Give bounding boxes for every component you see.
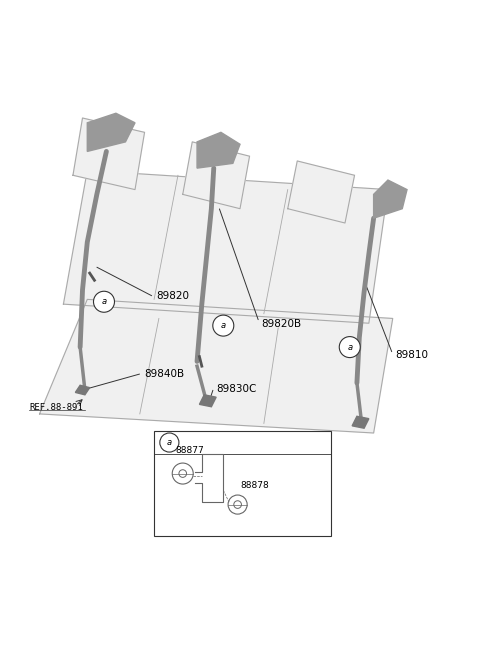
Polygon shape xyxy=(87,113,135,152)
Polygon shape xyxy=(199,395,216,407)
Circle shape xyxy=(339,337,360,358)
Polygon shape xyxy=(352,417,369,428)
Polygon shape xyxy=(373,180,407,218)
Text: 88878: 88878 xyxy=(240,481,269,490)
Polygon shape xyxy=(197,133,240,168)
Text: 89830C: 89830C xyxy=(216,384,256,394)
Circle shape xyxy=(213,315,234,336)
Polygon shape xyxy=(183,142,250,209)
Circle shape xyxy=(94,291,115,312)
Polygon shape xyxy=(75,385,90,395)
Circle shape xyxy=(160,433,179,452)
Text: a: a xyxy=(221,321,226,330)
Text: 88877: 88877 xyxy=(176,446,204,455)
Polygon shape xyxy=(73,118,144,190)
Text: 89810: 89810 xyxy=(395,350,428,360)
Text: a: a xyxy=(101,297,107,306)
Text: a: a xyxy=(347,342,352,352)
Text: 89840B: 89840B xyxy=(144,369,185,379)
Text: 89820: 89820 xyxy=(156,291,190,300)
FancyBboxPatch shape xyxy=(154,430,331,535)
Text: a: a xyxy=(167,438,172,447)
Text: REF.88-891: REF.88-891 xyxy=(29,403,83,412)
Polygon shape xyxy=(288,161,355,223)
Polygon shape xyxy=(39,299,393,433)
Polygon shape xyxy=(63,171,388,323)
Text: 89820B: 89820B xyxy=(262,319,301,329)
